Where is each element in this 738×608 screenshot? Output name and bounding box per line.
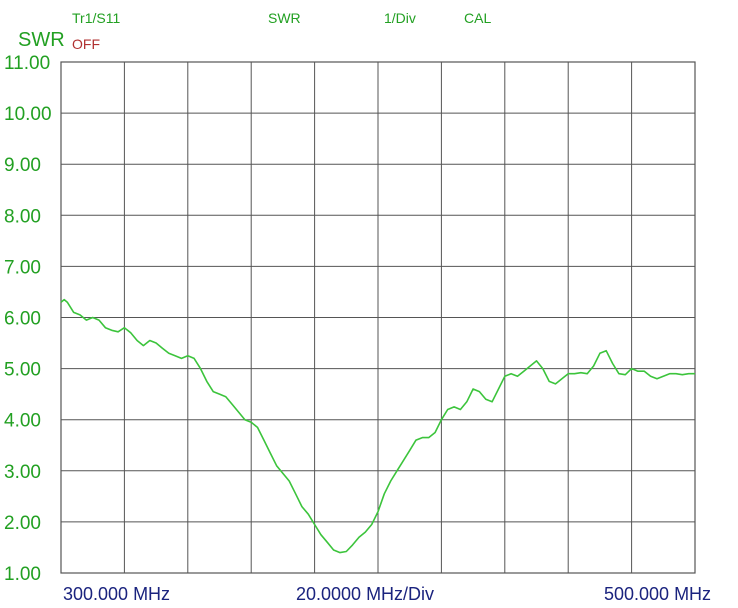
swr-trace-line (60, 298, 695, 554)
cal-label: CAL (464, 10, 492, 26)
y-tick-label: 8.00 (4, 206, 41, 227)
swr-chart: 1.00 2.00 3.00 4.00 5.00 6.00 7.00 8.00 9.00 10.0… (4, 53, 696, 584)
y-tick-label: 9.00 (4, 155, 41, 176)
y-tick-label: 1.00 (4, 564, 41, 584)
y-tick-label: 4.00 (4, 411, 41, 432)
scale-label: 1/Div (384, 10, 416, 26)
y-tick-label: 11.00 (4, 53, 50, 74)
y-unit-label: SWR (18, 29, 65, 51)
y-tick-label: 2.00 (4, 513, 41, 534)
stop-frequency-label: 500.000 MHz (604, 584, 712, 604)
status-off-label: OFF (72, 36, 100, 52)
y-tick-label: 5.00 (4, 360, 41, 381)
format-label: SWR (268, 10, 301, 26)
y-tick-label: 10.00 (4, 104, 52, 125)
y-tick-label: 7.00 (4, 257, 41, 278)
y-tick-label: 3.00 (4, 462, 41, 483)
start-frequency-label: 300.000 MHz (63, 584, 171, 604)
y-tick-label: 6.00 (4, 309, 41, 330)
trace-label: Tr1/S11 (72, 10, 121, 26)
frequency-per-div-label: 20.0000 MHz/Div (296, 584, 435, 604)
